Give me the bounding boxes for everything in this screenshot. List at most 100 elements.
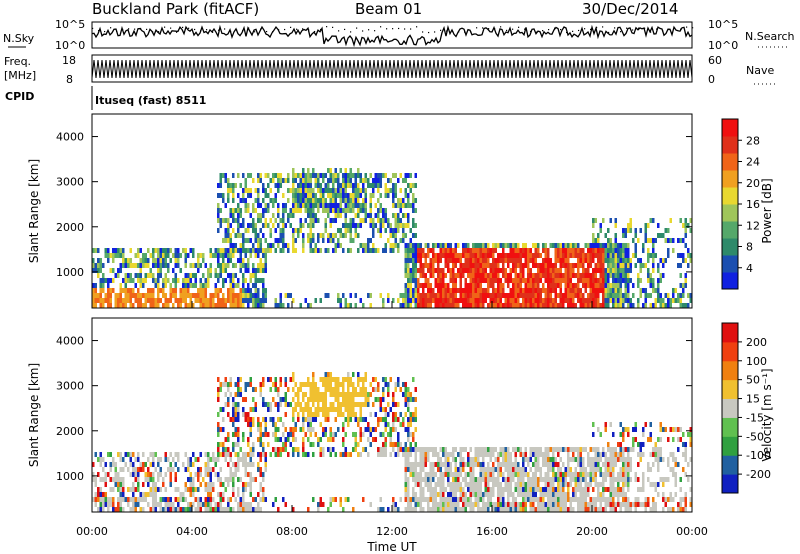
power-cell (347, 228, 350, 233)
velocity-cell (607, 447, 610, 452)
power-cell (122, 298, 125, 303)
velocity-cell (474, 487, 477, 492)
power-cell (242, 238, 245, 243)
nsearch-point (194, 28, 196, 31)
power-cell (589, 283, 592, 288)
velocity-cell (547, 467, 550, 472)
power-cell (327, 208, 330, 213)
velocity-cell (604, 452, 607, 457)
power-cell (659, 278, 662, 283)
velocity-cell (622, 487, 625, 492)
power-cell (472, 303, 475, 308)
power-cell (299, 218, 302, 223)
velocity-cell (409, 422, 412, 427)
power-cell (147, 258, 150, 263)
power-cell (602, 263, 605, 268)
velocity-cell (592, 467, 595, 472)
power-cell (217, 258, 220, 263)
power-cell (299, 208, 302, 213)
velocity-cell (494, 502, 497, 507)
velocity-cell (412, 412, 415, 417)
power-cell (519, 288, 522, 293)
power-cell (419, 263, 422, 268)
power-cell (572, 268, 575, 273)
power-cell (312, 173, 315, 178)
velocity-cell (257, 467, 260, 472)
velocity-cell (567, 487, 570, 492)
power-cell (587, 293, 590, 298)
velocity-cell (407, 452, 410, 457)
power-cell (544, 288, 547, 293)
velocity-cell (154, 497, 157, 502)
power-cell (612, 283, 615, 288)
power-cell (282, 193, 285, 198)
power-cell (257, 243, 260, 248)
power-cell (584, 303, 587, 308)
velocity-cell (369, 382, 372, 387)
velocity-cell (374, 412, 377, 417)
velocity-cell (292, 432, 295, 437)
velocity-cell (217, 422, 220, 427)
velocity-cell (384, 377, 387, 382)
velocity-cell (284, 427, 287, 432)
power-colorbar-label: Power [dB] (760, 178, 774, 243)
velocity-cell (272, 422, 275, 427)
power-cell (442, 303, 445, 308)
velocity-cell (682, 507, 685, 512)
velocity-cell (232, 507, 235, 512)
power-cell (377, 228, 380, 233)
power-cell (454, 293, 457, 298)
power-cell (552, 243, 555, 248)
power-cell (554, 273, 557, 278)
velocity-cell (569, 502, 572, 507)
power-cell (92, 298, 95, 303)
power-cell (407, 283, 410, 288)
velocity-cell (327, 387, 330, 392)
power-cell (259, 278, 262, 283)
velocity-cell (182, 462, 185, 467)
power-cell (424, 263, 427, 268)
power-cell (374, 223, 377, 228)
power-cell (532, 253, 535, 258)
velocity-cell (294, 422, 297, 427)
velocity-cell (244, 467, 247, 472)
velocity-cell (232, 412, 235, 417)
power-cell (609, 218, 612, 223)
velocity-cell (689, 502, 692, 507)
power-cell (227, 233, 230, 238)
power-cell (354, 293, 357, 298)
power-cell (94, 288, 97, 293)
velocity-cell (449, 507, 452, 512)
velocity-cell (242, 482, 245, 487)
velocity-cell (412, 432, 415, 437)
power-cell (604, 278, 607, 283)
power-cell (667, 248, 670, 253)
velocity-cell (319, 437, 322, 442)
velocity-cell (464, 497, 467, 502)
velocity-cell (309, 432, 312, 437)
velocity-cell (609, 507, 612, 512)
power-cell (259, 178, 262, 183)
velocity-cell (469, 467, 472, 472)
velocity-cell (154, 502, 157, 507)
power-cell (232, 253, 235, 258)
velocity-cell (152, 457, 155, 462)
power-cell (482, 273, 485, 278)
power-cell (299, 228, 302, 233)
power-cell (679, 218, 682, 223)
power-cell (337, 228, 340, 233)
power-cell (529, 293, 532, 298)
velocity-cell (447, 492, 450, 497)
power-cell (134, 253, 137, 258)
power-cell (424, 258, 427, 263)
power-cell (632, 253, 635, 258)
power-cell (352, 173, 355, 178)
velocity-cell (597, 487, 600, 492)
velocity-cell (284, 397, 287, 402)
velocity-cell (454, 472, 457, 477)
velocity-cell (612, 432, 615, 437)
power-cell (619, 303, 622, 308)
freq-trace (91, 59, 693, 79)
power-cell (174, 258, 177, 263)
power-cell (622, 278, 625, 283)
